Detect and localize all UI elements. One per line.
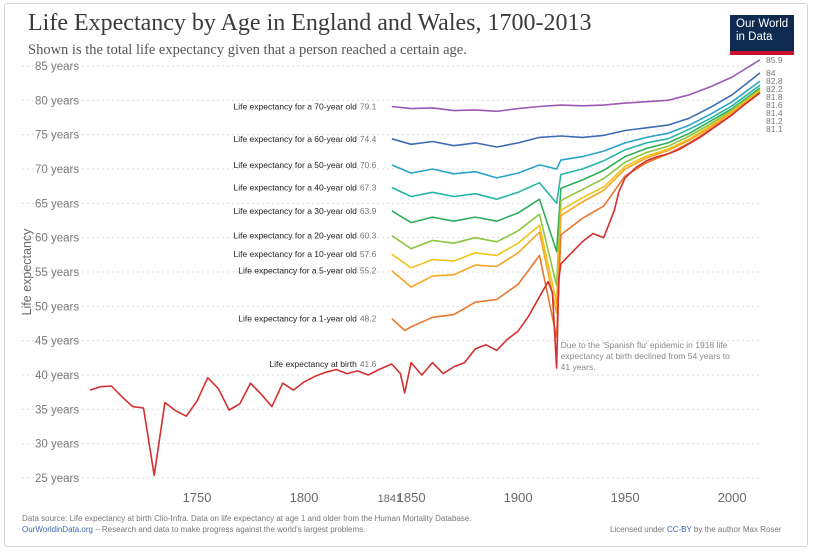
series-name-label: Life expectancy for a 30-year old	[233, 206, 357, 216]
series-start-value: 41.6	[360, 359, 377, 369]
series-name-label: Life expectancy at birth	[269, 359, 357, 369]
series-end-value: 85.9	[766, 55, 783, 65]
owid-link[interactable]: OurWorldinData.org	[22, 525, 93, 534]
spanish-flu-annotation-line: 41 years.	[561, 362, 596, 372]
y-tick-label: 75 years	[35, 130, 79, 142]
series-start-value: 63.9	[360, 206, 377, 216]
y-tick-label: 60 years	[35, 233, 79, 245]
series-line	[391, 80, 761, 179]
series-name-label: Life expectancy for a 40-year old	[233, 183, 357, 193]
series-end-value: 81.8	[766, 92, 783, 102]
y-tick-label: 55 years	[35, 267, 79, 279]
spanish-flu-annotation-line: expectancy at birth declined from 54 yea…	[561, 351, 730, 361]
series-end-value: 81.4	[766, 108, 783, 118]
logo-line-1: Our World	[736, 18, 789, 30]
chart-title: Life Expectancy by Age in England and Wa…	[28, 10, 592, 36]
series-start-value: 55.2	[360, 266, 377, 276]
y-tick-label: 25 years	[35, 473, 79, 485]
x-tick-label: 1750	[183, 490, 212, 505]
series-start-value: 70.6	[360, 160, 377, 170]
series-end-value: 81.1	[766, 124, 783, 134]
series-start-value: 74.4	[360, 134, 377, 144]
y-axis-title: Life expectancy	[20, 228, 34, 316]
license-prefix: Licensed under	[610, 525, 667, 534]
series-name-label: Life expectancy for a 50-year old	[233, 160, 357, 170]
our-world-in-data-logo[interactable]: Our World in Data	[730, 15, 794, 55]
series-line	[391, 87, 761, 253]
y-tick-label: 85 years	[35, 61, 79, 73]
series-start-value: 48.2	[360, 314, 377, 324]
series-name-label: Life expectancy for a 70-year old	[233, 102, 357, 112]
series-line	[391, 88, 761, 287]
y-tick-label: 45 years	[35, 336, 79, 348]
footer-tagline: – Research and data to make progress aga…	[93, 525, 366, 534]
x-tick-label: 1900	[504, 490, 533, 505]
series-name-label: Life expectancy for a 5-year old	[238, 266, 357, 276]
license-link[interactable]: CC-BY	[666, 525, 692, 534]
series-line	[391, 72, 761, 148]
series-end-value: 81.6	[766, 100, 783, 110]
y-tick-label: 50 years	[35, 301, 79, 313]
series-name-label: Life expectancy for a 1-year old	[238, 314, 357, 324]
series-end-value: 82.2	[766, 84, 783, 94]
series-line	[391, 91, 761, 314]
series-start-value: 57.6	[360, 249, 377, 259]
series-start-value: 67.3	[360, 183, 377, 193]
y-tick-label: 40 years	[35, 370, 79, 382]
y-tick-label: 80 years	[35, 95, 79, 107]
series-line	[89, 92, 761, 477]
chart-frame	[4, 3, 808, 547]
series-name-label: Life expectancy for a 10-year old	[233, 249, 357, 259]
x-tick-label: 1800	[290, 490, 319, 505]
series-start-value: 79.1	[360, 102, 377, 112]
logo-line-2: in Data	[736, 31, 773, 43]
footer-license: Licensed under CC-BY by the author Max R…	[610, 525, 782, 534]
y-tick-label: 70 years	[35, 164, 79, 176]
x-tick-label: 1850	[397, 490, 426, 505]
x-tick-label: 2000	[718, 490, 747, 505]
series-start-value: 60.3	[360, 231, 377, 241]
series-line	[391, 90, 761, 304]
footer-line2: OurWorldinData.org – Research and data t…	[22, 525, 365, 534]
series-name-label: Life expectancy for a 60-year old	[233, 134, 357, 144]
chart-subtitle: Shown is the total life expectancy given…	[28, 42, 467, 58]
y-tick-label: 35 years	[35, 404, 79, 416]
license-suffix: by the author Max Roser	[691, 525, 782, 534]
x-start-marker-label: 1841	[378, 493, 402, 505]
x-tick-label: 1950	[611, 490, 640, 505]
y-tick-label: 65 years	[35, 198, 79, 210]
footer-source: Data source: Life expectancy at birth Cl…	[22, 514, 472, 523]
y-tick-label: 30 years	[35, 439, 79, 451]
series-end-value: 84	[766, 68, 776, 78]
series-end-value: 82.8	[766, 76, 783, 86]
spanish-flu-annotation-line: Due to the 'Spanish flu' epidemic in 191…	[561, 340, 728, 350]
series-end-value: 81.2	[766, 116, 783, 126]
series-line	[391, 84, 761, 205]
series-line	[391, 59, 761, 113]
series-name-label: Life expectancy for a 20-year old	[233, 231, 357, 241]
